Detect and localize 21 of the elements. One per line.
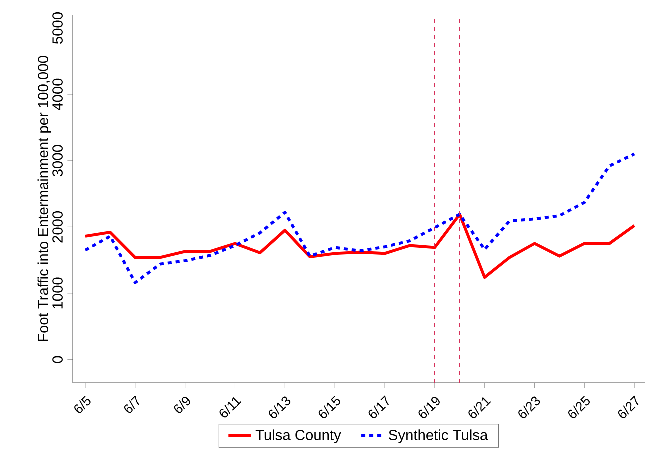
x-tick-label: 6/5 xyxy=(74,396,91,414)
legend-label: Synthetic Tulsa xyxy=(389,430,488,444)
x-tick-label: 6/9 xyxy=(174,396,190,414)
legend-label: Tulsa County xyxy=(256,430,342,444)
y-tick-label: 1000 xyxy=(52,278,63,309)
x-tick-label: 6/25 xyxy=(568,396,590,418)
y-tick-label: 0 xyxy=(52,356,63,364)
y-axis-title: Foot Traffic into Entermainment per 100,000 xyxy=(38,56,52,342)
y-tick-label: 3000 xyxy=(52,145,63,177)
y-tick-label: 4000 xyxy=(52,78,63,111)
x-tick-label: 6/23 xyxy=(518,396,540,418)
x-tick-label: 6/21 xyxy=(468,397,492,418)
x-tick-label: 6/7 xyxy=(124,396,140,414)
x-tick-label: 6/19 xyxy=(418,396,440,418)
line-series xyxy=(84,213,636,280)
x-tick-label: 6/15 xyxy=(318,396,340,418)
y-tick-label: 5000 xyxy=(52,12,63,44)
line-series xyxy=(84,152,636,284)
x-tick-label: 6/11 xyxy=(220,397,242,418)
y-tick-label: 2000 xyxy=(52,211,63,243)
x-tick-label: 6/13 xyxy=(268,396,291,418)
